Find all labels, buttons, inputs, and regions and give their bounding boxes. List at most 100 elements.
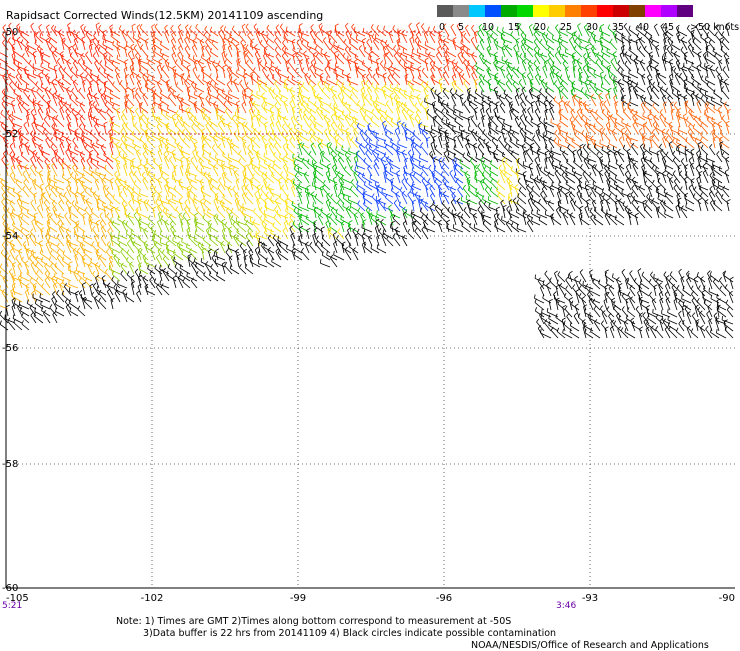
- barb-flag: [656, 124, 657, 128]
- wind-barb: [96, 104, 106, 113]
- wind-barb: [616, 110, 624, 120]
- barb-flag: [338, 124, 340, 127]
- barb-shaft: [448, 39, 456, 43]
- barb-flag: [104, 91, 105, 95]
- barb-flag: [386, 116, 388, 120]
- wind-barb: [494, 87, 498, 99]
- wind-barb: [7, 110, 15, 120]
- barb-flag: [544, 118, 545, 122]
- wind-barb: [284, 100, 288, 113]
- wind-barb: [613, 52, 617, 65]
- barb-flag: [228, 97, 229, 101]
- barb-flag: [362, 74, 365, 76]
- barb-flag: [674, 51, 677, 54]
- barb-shaft: [572, 87, 582, 92]
- barb-flag: [347, 73, 350, 76]
- barb-flag: [346, 128, 349, 131]
- barb-shaft: [256, 116, 260, 127]
- barb-shaft: [666, 91, 673, 99]
- barb-flag: [384, 26, 385, 30]
- barb-shaft: [707, 85, 715, 92]
- barb-shaft: [495, 116, 505, 120]
- barb-shaft: [213, 64, 219, 71]
- barb-shaft: [36, 128, 43, 134]
- barb-flag: [359, 45, 362, 48]
- barb-flag: [667, 129, 669, 132]
- barb-flag: [486, 108, 489, 111]
- barb-flag: [335, 62, 336, 66]
- barb-shaft: [371, 99, 380, 106]
- barb-flag: [410, 37, 413, 39]
- barb-flag: [316, 32, 318, 36]
- barb-flag: [448, 35, 449, 39]
- barb-flag: [348, 56, 349, 60]
- wind-barb: [722, 39, 729, 50]
- barb-flag: [519, 79, 521, 82]
- wind-barb: [505, 45, 512, 57]
- barb-shaft: [12, 115, 22, 120]
- barb-flag: [31, 23, 34, 26]
- wind-barb: [243, 90, 254, 99]
- barb-flag: [376, 133, 377, 137]
- barb-flag: [54, 65, 58, 67]
- barb-flag: [225, 60, 227, 63]
- barb-flag: [206, 96, 209, 99]
- barb-shaft: [262, 70, 267, 78]
- barb-shaft: [693, 42, 701, 50]
- barb-shaft: [525, 129, 533, 134]
- barb-shaft: [723, 70, 729, 78]
- barb-flag: [671, 48, 672, 52]
- wind-barb: [577, 59, 582, 72]
- barb-flag: [66, 87, 69, 90]
- barb-shaft: [691, 94, 694, 106]
- barb-flag: [2, 40, 4, 43]
- barb-flag: [390, 93, 394, 95]
- barb-flag: [314, 63, 315, 67]
- barb-flag: [611, 59, 614, 62]
- wind-barb: [624, 23, 631, 36]
- barb-shaft: [224, 105, 232, 113]
- barb-flag: [274, 38, 277, 41]
- barb-shaft: [143, 96, 148, 106]
- barb-flag: [478, 123, 480, 126]
- wind-barb: [248, 32, 254, 43]
- barb-flag: [487, 46, 490, 49]
- barb-flag: [418, 66, 421, 68]
- barb-flag: [136, 88, 139, 91]
- barb-flag: [290, 100, 293, 103]
- barb-flag: [33, 114, 37, 116]
- wind-barb: [302, 68, 309, 78]
- barb-flag: [636, 111, 637, 115]
- wind-barb: [583, 65, 589, 78]
- barb-shaft: [31, 26, 36, 36]
- barb-flag: [125, 88, 129, 90]
- barb-flag: [705, 91, 706, 95]
- barb-flag: [152, 24, 155, 26]
- barb-flag: [392, 63, 393, 67]
- wind-barb: [628, 133, 638, 141]
- barb-flag: [425, 98, 426, 102]
- barb-flag: [231, 77, 232, 81]
- barb-flag: [570, 117, 573, 120]
- barb-flag: [527, 47, 529, 50]
- wind-barb: [594, 70, 603, 78]
- barb-flag: [178, 37, 181, 40]
- wind-barb: [466, 65, 470, 78]
- barb-flag: [495, 73, 498, 75]
- barb-flag: [298, 101, 301, 104]
- barb-shaft: [456, 94, 464, 99]
- wind-barb: [137, 38, 141, 50]
- barb-shaft: [180, 109, 191, 113]
- barb-shaft: [630, 58, 638, 64]
- wind-barb: [312, 86, 316, 100]
- wind-barb: [316, 53, 323, 64]
- barb-flag: [323, 37, 326, 40]
- barb-flag: [367, 39, 370, 42]
- barb-shaft: [142, 113, 148, 121]
- barb-shaft: [501, 39, 512, 43]
- wind-barb: [520, 115, 526, 127]
- wind-barb: [693, 38, 701, 50]
- barb-shaft: [182, 77, 190, 85]
- barb-shaft: [390, 95, 393, 106]
- barb-flag: [103, 41, 104, 45]
